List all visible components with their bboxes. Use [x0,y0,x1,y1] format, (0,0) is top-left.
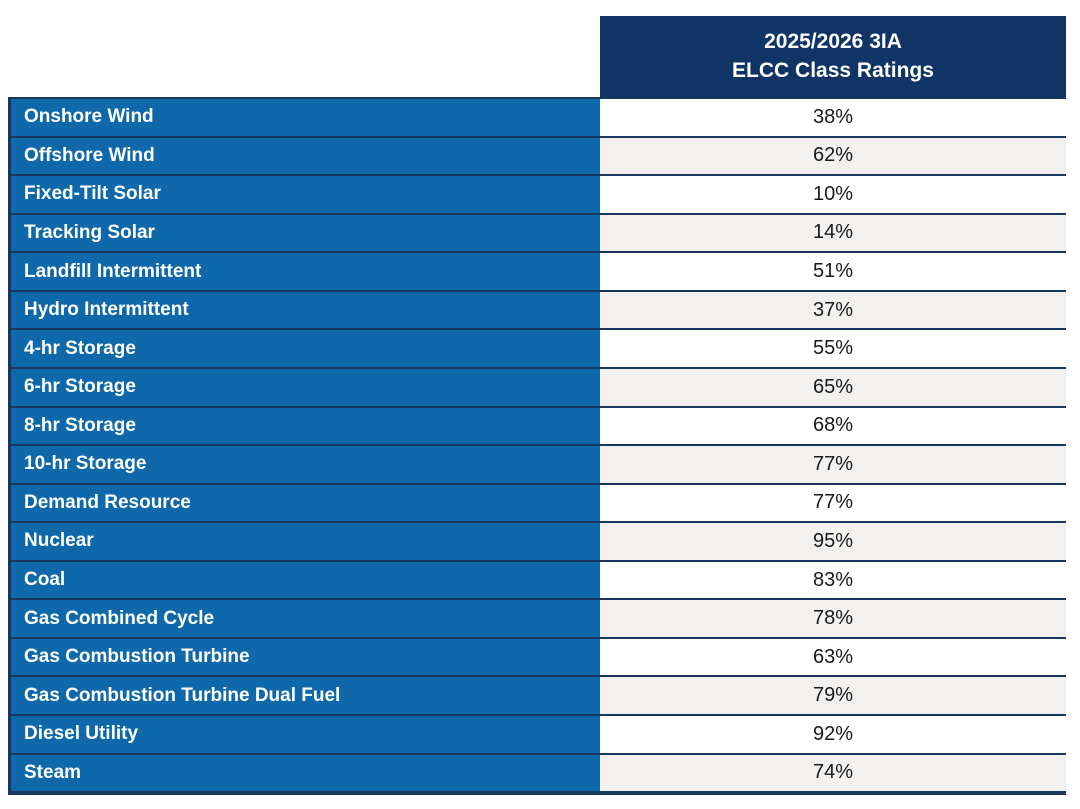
table-row: 8-hr Storage 68% [8,405,1066,445]
table-row: 10-hr Storage 77% [8,444,1066,483]
row-value: 78% [600,600,1066,637]
elcc-ratings-table: 2025/2026 3IA ELCC Class Ratings Onshore… [8,16,1066,795]
header-line-2: ELCC Class Ratings [732,58,934,82]
row-value: 14% [600,214,1066,252]
table-row: Gas Combined Cycle 78% [8,598,1066,637]
row-label: Onshore Wind [8,99,600,136]
row-label: 8-hr Storage [8,407,600,445]
row-label: Diesel Utility [8,716,600,753]
row-value: 37% [600,291,1066,329]
table-row: Gas Combustion Turbine Dual Fuel 79% [8,675,1066,714]
row-label: Fixed-Tilt Solar [8,176,600,213]
row-value: 63% [600,638,1066,676]
header-spacer [8,16,600,97]
row-label: Gas Combustion Turbine Dual Fuel [8,677,600,714]
row-label: 10-hr Storage [8,446,600,483]
row-label: Offshore Wind [8,137,600,175]
table-row: Tracking Solar 14% [8,212,1066,252]
table-body: Onshore Wind 38% Offshore Wind 62% Fixed… [8,97,1066,795]
row-value: 65% [600,368,1066,406]
row-value: 38% [600,99,1066,136]
header-line-1: 2025/2026 3IA [764,29,902,53]
row-label: 4-hr Storage [8,330,600,367]
table-row: Steam 74% [8,752,1066,792]
row-value: 77% [600,484,1066,522]
row-value: 10% [600,176,1066,213]
row-label: 6-hr Storage [8,368,600,406]
row-value: 62% [600,137,1066,175]
table-header-row: 2025/2026 3IA ELCC Class Ratings [8,16,1066,97]
row-value: 68% [600,407,1066,445]
table-row: Onshore Wind 38% [8,97,1066,136]
row-value: 74% [600,754,1066,792]
ratings-column-header: 2025/2026 3IA ELCC Class Ratings [600,16,1066,97]
row-label: Gas Combined Cycle [8,600,600,637]
table-row: Offshore Wind 62% [8,135,1066,175]
table-row: 4-hr Storage 55% [8,328,1066,367]
row-value: 51% [600,253,1066,290]
row-label: Nuclear [8,523,600,560]
row-value: 92% [600,716,1066,753]
row-value: 55% [600,330,1066,367]
table-row: Landfill Intermittent 51% [8,251,1066,290]
row-label: Demand Resource [8,484,600,522]
table-row: Coal 83% [8,559,1066,599]
row-value: 77% [600,446,1066,483]
row-label: Coal [8,561,600,599]
row-value: 79% [600,677,1066,714]
table-row: Gas Combustion Turbine 63% [8,636,1066,676]
row-label: Tracking Solar [8,214,600,252]
table-row: Nuclear 95% [8,521,1066,560]
row-label: Landfill Intermittent [8,253,600,290]
row-label: Hydro Intermittent [8,291,600,329]
table-row: 6-hr Storage 65% [8,366,1066,406]
table-row: Hydro Intermittent 37% [8,289,1066,329]
table-row: Fixed-Tilt Solar 10% [8,174,1066,213]
row-label: Steam [8,754,600,792]
row-value: 83% [600,561,1066,599]
row-label: Gas Combustion Turbine [8,638,600,676]
row-value: 95% [600,523,1066,560]
table-row: Diesel Utility 92% [8,714,1066,753]
table-row: Demand Resource 77% [8,482,1066,522]
